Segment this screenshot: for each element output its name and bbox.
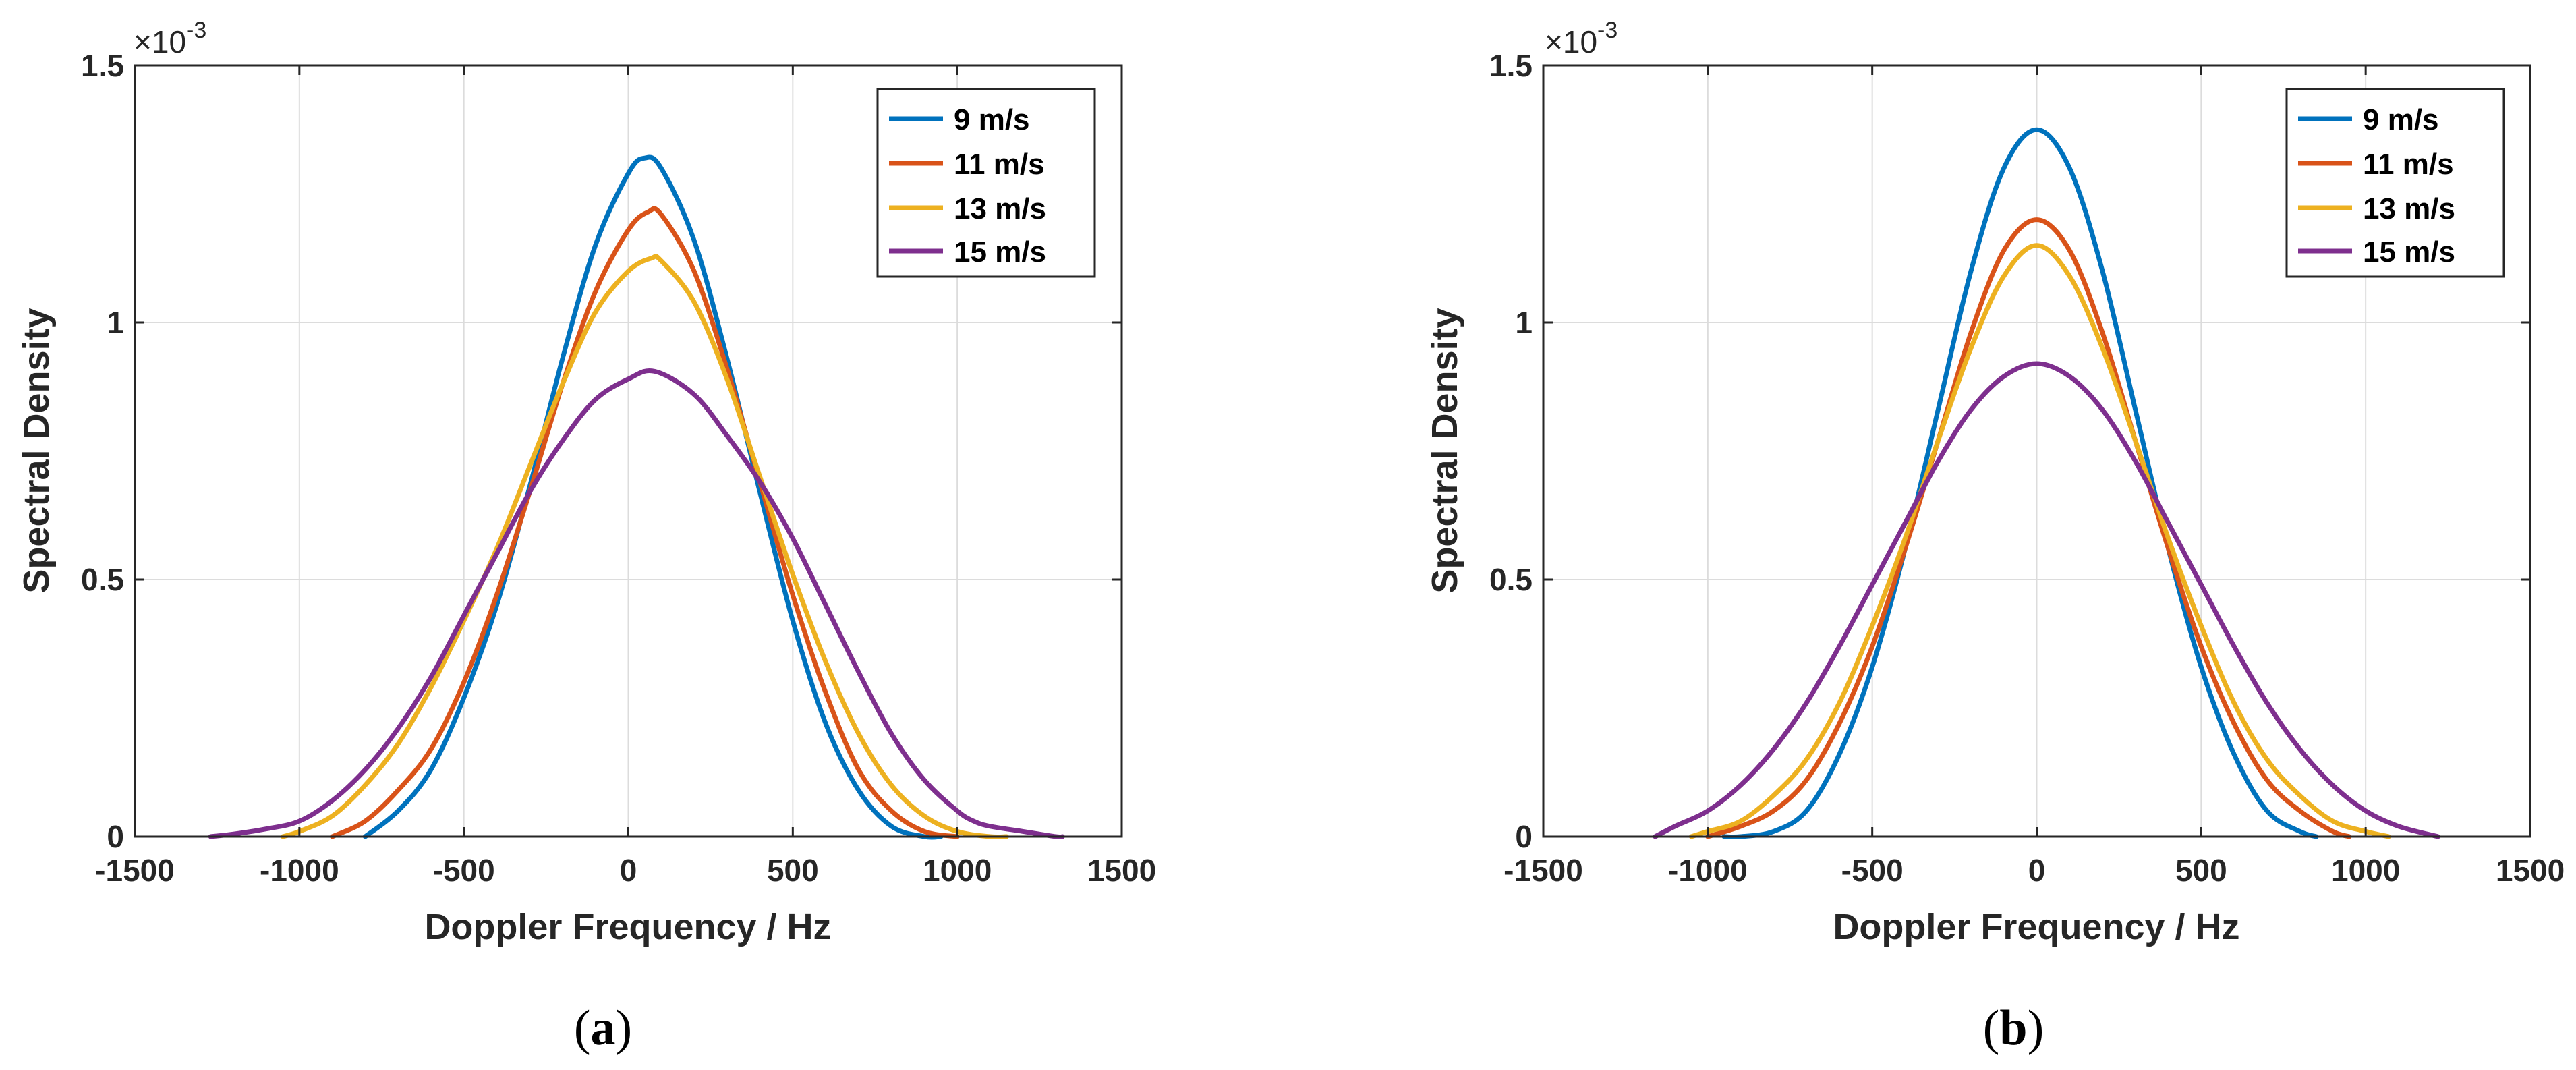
x-tick-label-b-3: 0 [2028, 853, 2046, 888]
y-tick-label-a-0: 0 [107, 819, 124, 854]
x-tick-label-b-4: 500 [2175, 853, 2227, 888]
x-tick-label-b-1: -1000 [1668, 853, 1748, 888]
legend-label-a-1: 11 m/s [954, 148, 1045, 181]
legend-label-b-1: 11 m/s [2363, 148, 2454, 181]
x-tick-label-b-6: 1500 [2496, 853, 2565, 888]
y-tick-label-a-3: 1.5 [81, 48, 124, 83]
x-tick-label-b-0: -1500 [1504, 853, 1583, 888]
y-tick-label-a-2: 1 [107, 305, 124, 340]
grid-b [1543, 65, 2530, 837]
ticks-b: -1500 -1000 -500 0 500 1000 1500 0 0.5 1 1.5 [1489, 48, 2565, 888]
x-tick-label-a-5: 1000 [923, 853, 992, 888]
chart-panel-a: -1500 -1000 -500 0 500 1000 1500 0 0.5 1 1.5 ×10-3… [16, 18, 1156, 1056]
x-axis-label-a: Doppler Frequency / Hz [424, 907, 831, 947]
x-tick-label-a-4: 500 [767, 853, 819, 888]
y-exponent-b: ×10-3 [1545, 18, 1618, 59]
caption-b: (b) [1983, 1001, 2044, 1056]
series-line-a-11-m-s [330, 206, 960, 839]
grid-a [135, 65, 1122, 837]
legend-box-a [876, 88, 1096, 278]
y-tick-label-a-1: 0.5 [81, 562, 124, 597]
series-line-a-13-m-s [280, 254, 1009, 840]
y-exponent-a: ×10-3 [134, 18, 206, 59]
x-tick-label-a-2: -500 [433, 853, 495, 888]
y-tick-label-b-3: 1.5 [1489, 48, 1533, 83]
chart-panel-b: -1500 -1000 -500 0 500 1000 1500 0 0.5 1 1.5 ×10-3… [1425, 18, 2565, 1056]
legend-a: 9 m/s 11 m/s 13 m/s 15 m/s [876, 88, 1096, 278]
y-axis-label-b: Spectral Density [1425, 308, 1465, 593]
series-line-b-11-m-s [1705, 217, 2352, 839]
x-tick-label-b-2: -500 [1841, 853, 1904, 888]
legend-label-a-0: 9 m/s [954, 103, 1030, 136]
series-line-b-9-m-s [1721, 127, 2319, 840]
x-tick-label-a-3: 0 [620, 853, 637, 888]
legend-label-a-3: 15 m/s [954, 235, 1046, 269]
series-line-a-9-m-s [362, 154, 944, 840]
series-group-b [1653, 127, 2440, 840]
y-tick-label-b-1: 0.5 [1489, 562, 1533, 597]
y-tick-label-b-0: 0 [1515, 819, 1533, 854]
x-tick-label-b-5: 1000 [2331, 853, 2400, 888]
x-tick-label-a-6: 1500 [1087, 853, 1156, 888]
legend-label-b-2: 13 m/s [2363, 192, 2455, 225]
series-line-a-15-m-s [208, 368, 1065, 840]
y-tick-label-b-2: 1 [1515, 305, 1533, 340]
series-line-b-15-m-s [1653, 361, 2440, 839]
caption-a: (a) [574, 1001, 632, 1056]
legend-label-b-0: 9 m/s [2363, 103, 2439, 136]
x-tick-label-a-0: -1500 [95, 853, 175, 888]
legend-label-a-2: 13 m/s [954, 192, 1046, 225]
legend-label-b-3: 15 m/s [2363, 235, 2455, 269]
series-line-b-13-m-s [1688, 243, 2391, 839]
x-tick-label-a-1: -1000 [260, 853, 339, 888]
legend-b: 9 m/s 11 m/s 13 m/s 15 m/s [2285, 88, 2505, 278]
series-group-a [208, 154, 1065, 840]
x-axis-label-b: Doppler Frequency / Hz [1833, 907, 2239, 947]
ticks-a: -1500 -1000 -500 0 500 1000 1500 0 0.5 1 1.5 [81, 48, 1156, 888]
y-axis-label-a: Spectral Density [16, 308, 57, 593]
